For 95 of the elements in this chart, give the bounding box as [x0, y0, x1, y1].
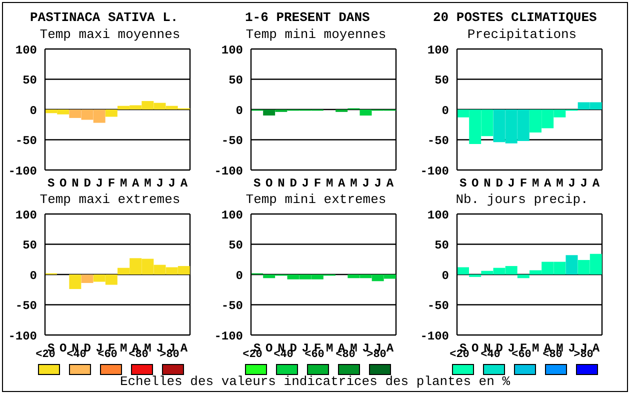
- x-tick-label: D: [290, 176, 297, 191]
- bar: [566, 255, 578, 274]
- y-tick-label: -100: [8, 329, 37, 344]
- bar: [69, 274, 82, 290]
- x-tick-label: S: [253, 176, 261, 191]
- y-tick-label: 0: [442, 104, 449, 118]
- y-tick-label: 0: [236, 268, 243, 283]
- y-tick-label: 50: [434, 238, 449, 253]
- x-tick-label: A: [386, 342, 394, 356]
- chart-title: Temp mini extremes: [244, 192, 388, 209]
- x-tick-label: J: [374, 176, 382, 191]
- x-tick-label: J: [568, 342, 576, 356]
- x-tick-label: F: [520, 176, 528, 191]
- x-tick-label: J: [508, 176, 515, 191]
- y-tick-label: 50: [228, 74, 243, 88]
- bar: [457, 267, 469, 274]
- chart-title: Temp maxi extremes: [38, 192, 182, 209]
- x-tick-label: J: [302, 176, 309, 191]
- y-tick-label: 100: [427, 208, 449, 222]
- y-tick-label: -100: [8, 164, 37, 178]
- x-tick-label: F: [314, 176, 322, 191]
- x-tick-label: A: [592, 176, 600, 191]
- x-tick-label: S: [47, 176, 55, 191]
- x-tick-label: M: [144, 176, 152, 191]
- chart-title: Temp mini moyennes: [244, 27, 388, 44]
- y-tick-label: -100: [420, 164, 449, 178]
- y-tick-label: 50: [22, 74, 37, 88]
- y-tick-label: -50: [221, 299, 243, 314]
- text: Echelles des valeurs indicatrices des plantes en %: [118, 374, 512, 389]
- y-tick-label: 50: [434, 74, 449, 88]
- y-tick-label: 100: [15, 43, 37, 58]
- y-tick-label: -100: [214, 164, 243, 178]
- bar: [517, 274, 530, 278]
- category-label: <20: [34, 349, 56, 361]
- x-tick-label: J: [168, 176, 176, 191]
- x-tick-label: A: [338, 176, 346, 191]
- x-tick-label: A: [180, 176, 188, 191]
- x-tick-label: F: [108, 176, 116, 191]
- y-tick-label: 50: [228, 238, 243, 253]
- x-tick-label: O: [472, 342, 479, 356]
- y-tick-label: 0: [30, 104, 37, 118]
- y-tick-label: 100: [221, 208, 243, 222]
- bar: [105, 110, 118, 117]
- chart-title: Temp maxi moyennes: [38, 27, 182, 44]
- y-tick-label: -50: [427, 299, 449, 314]
- y-tick-label: 100: [15, 208, 37, 222]
- x-tick-label: M: [556, 176, 564, 191]
- x-tick-label: J: [362, 176, 370, 191]
- x-tick-label: A: [386, 176, 394, 191]
- x-tick-label: S: [459, 176, 467, 191]
- y-tick-label: -100: [214, 329, 243, 344]
- bar: [81, 274, 94, 283]
- y-tick-label: 50: [22, 238, 37, 253]
- x-tick-label: M: [326, 176, 334, 191]
- category-label: >80: [574, 349, 594, 361]
- x-tick-label: D: [496, 176, 503, 191]
- y-tick-label: -50: [15, 299, 37, 314]
- y-tick-label: -100: [420, 329, 449, 344]
- chart-title: Precipitations: [466, 27, 578, 44]
- category-label: <80: [336, 349, 356, 361]
- x-tick-label: A: [592, 342, 600, 356]
- x-tick-label: J: [580, 176, 588, 191]
- x-tick-label: A: [180, 342, 188, 356]
- y-tick-label: -50: [427, 134, 449, 148]
- x-tick-label: A: [132, 176, 140, 191]
- x-tick-label: N: [72, 176, 79, 191]
- x-tick-label: M: [120, 342, 128, 356]
- x-tick-label: J: [156, 176, 164, 191]
- x-tick-label: J: [568, 176, 576, 191]
- y-tick-label: -50: [221, 134, 243, 148]
- x-tick-label: O: [266, 342, 273, 356]
- y-tick-label: -50: [15, 134, 37, 148]
- x-tick-label: M: [350, 176, 358, 191]
- x-tick-label: M: [120, 176, 128, 191]
- x-tick-label: A: [544, 176, 552, 191]
- text: PASTINACA SATIVA L.: [30, 10, 178, 25]
- x-tick-label: N: [278, 176, 285, 191]
- x-tick-label: O: [60, 342, 67, 356]
- x-tick-label: M: [532, 342, 540, 356]
- x-tick-label: O: [472, 176, 479, 191]
- text: 20 POSTES CLIMATIQUES: [433, 10, 597, 25]
- chart-title: Nb. jours precip.: [454, 192, 590, 209]
- y-tick-label: 0: [236, 104, 243, 118]
- y-tick-label: 100: [221, 43, 243, 58]
- x-tick-label: O: [266, 176, 273, 191]
- x-tick-label: D: [84, 176, 91, 191]
- x-tick-label: M: [326, 342, 334, 356]
- y-tick-label: 0: [442, 268, 449, 283]
- x-tick-label: N: [484, 176, 491, 191]
- y-tick-label: 100: [427, 43, 449, 58]
- x-tick-label: J: [96, 176, 103, 191]
- y-tick-label: 0: [30, 268, 37, 283]
- text: 1-6 PRESENT DANS: [245, 10, 370, 25]
- x-tick-label: M: [532, 176, 540, 191]
- x-tick-label: O: [60, 176, 67, 191]
